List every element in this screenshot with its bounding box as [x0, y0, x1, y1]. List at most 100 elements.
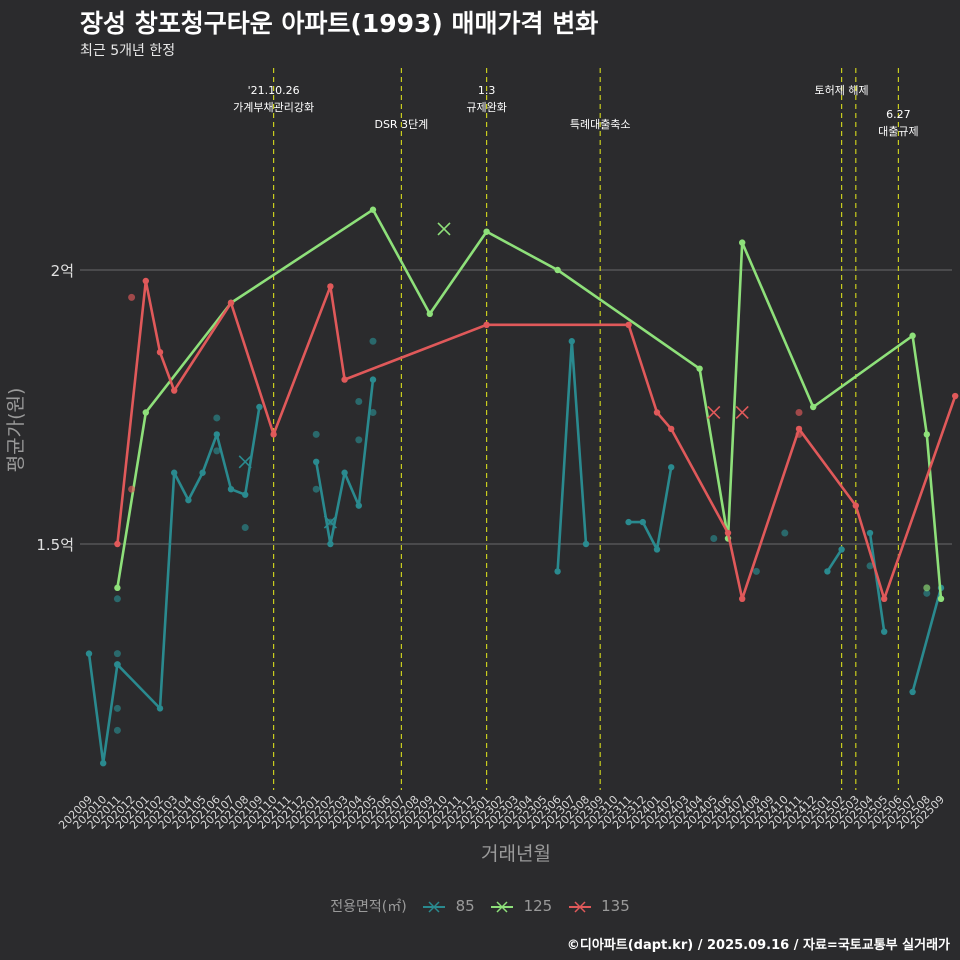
series-line-85: [556, 339, 588, 572]
scatter-point-85: [369, 408, 377, 416]
data-point-85: [242, 491, 249, 498]
series-line-85: [826, 548, 843, 573]
data-point-85: [554, 568, 561, 575]
x-mark-125: [437, 222, 451, 236]
source-caption: ©디아파트(dapt.kr) / 2025.09.16 / 자료=국토교통부 실…: [566, 938, 950, 953]
data-point-135: [724, 529, 732, 537]
event-label: 가계부채관리강화: [233, 101, 314, 114]
legend-item-135: 135: [567, 897, 630, 915]
scatter-point-85: [113, 650, 121, 658]
data-point-135: [881, 595, 888, 602]
scatter-point-85: [113, 595, 121, 603]
data-point-85: [199, 469, 206, 476]
data-point-135: [668, 425, 675, 433]
x-mark-85: [238, 455, 252, 469]
legend-swatch-135: [568, 901, 591, 913]
data-point-85: [156, 705, 164, 712]
scatter-point-85: [241, 524, 249, 532]
event-label: 특례대출축소: [570, 118, 631, 131]
legend-item-85: 85: [421, 897, 475, 915]
data-point-85: [327, 540, 334, 548]
data-point-85: [256, 403, 263, 411]
chart-subtitle: 최근 5개년 한정: [80, 43, 176, 59]
scatter-point-85: [923, 589, 931, 597]
chart-title: 장성 창포청구타운 아파트(1993) 매매가격 변화: [80, 9, 599, 38]
data-point-125: [739, 239, 746, 246]
scatter-point-85: [866, 562, 874, 570]
series-line-85: [628, 467, 673, 551]
legend-label-125: 125: [523, 897, 553, 915]
data-point-85: [185, 496, 192, 504]
data-point-85: [568, 338, 575, 345]
data-point-85: [625, 518, 632, 526]
data-point-135: [270, 431, 277, 438]
scatter-point-135: [128, 485, 136, 493]
data-point-85: [369, 376, 377, 383]
legend-item-125: 125: [489, 897, 552, 915]
data-point-85: [355, 502, 362, 509]
data-point-125: [369, 206, 377, 213]
data-point-125: [909, 332, 916, 339]
data-point-85: [213, 431, 220, 438]
data-point-135: [952, 392, 959, 400]
data-point-125: [923, 431, 930, 438]
data-point-135: [171, 387, 178, 394]
scatter-point-85: [312, 485, 320, 493]
data-point-85: [653, 546, 661, 553]
x-mark-135: [735, 405, 749, 420]
scatter-point-85: [369, 337, 377, 345]
event-label: 대출규제: [878, 125, 918, 138]
data-point-85: [171, 469, 178, 476]
y-axis-title: 평균가(원): [5, 388, 27, 473]
data-point-135: [341, 376, 348, 383]
data-point-85: [313, 458, 320, 465]
data-point-135: [483, 321, 490, 328]
data-point-135: [327, 283, 334, 290]
series-line-125: [116, 208, 943, 599]
scatter-point-85: [355, 398, 363, 406]
scatter-point-85: [710, 535, 718, 543]
scatter-point-135: [795, 408, 803, 416]
scatter-point-85: [752, 567, 760, 575]
event-label: 6.27: [886, 108, 911, 121]
data-point-135: [852, 502, 859, 509]
scatter-point-85: [113, 726, 121, 734]
series-line-135: [116, 279, 957, 601]
data-point-85: [909, 688, 916, 696]
scatter-point-85: [213, 414, 221, 422]
legend-title: 전용면적(㎡): [330, 899, 407, 915]
event-label: 1.3: [478, 84, 496, 97]
data-point-85: [824, 568, 831, 575]
data-point-85: [881, 628, 888, 635]
event-label: 토허제 해제: [815, 83, 869, 97]
scatter-point-85: [781, 529, 789, 537]
legend-swatch-85: [423, 901, 446, 913]
data-point-85: [866, 529, 874, 537]
data-point-125: [426, 310, 433, 318]
data-point-125: [696, 365, 703, 372]
data-point-125: [142, 409, 149, 416]
data-point-85: [114, 661, 121, 668]
data-point-85: [100, 760, 107, 767]
data-point-85: [582, 540, 590, 548]
data-point-85: [639, 518, 646, 526]
data-point-135: [114, 540, 121, 548]
y-tick-label: 2억: [51, 262, 74, 280]
event-label: '21.10.26: [248, 84, 300, 97]
scatter-point-85: [213, 447, 221, 455]
data-point-135: [653, 409, 661, 416]
data-point-135: [142, 277, 149, 285]
data-point-135: [156, 349, 164, 356]
data-point-135: [795, 425, 803, 433]
data-point-85: [668, 464, 675, 471]
data-point-85: [838, 546, 845, 553]
legend-label-85: 85: [455, 897, 475, 915]
series-line-85: [911, 587, 943, 693]
data-point-135: [227, 299, 235, 307]
data-point-85: [341, 469, 348, 476]
scatter-point-85: [113, 704, 121, 712]
x-mark-85: [323, 515, 337, 529]
scatter-point-85: [312, 430, 320, 438]
x-axis-title: 거래년월: [481, 843, 551, 865]
scatter-point-85: [355, 436, 363, 444]
